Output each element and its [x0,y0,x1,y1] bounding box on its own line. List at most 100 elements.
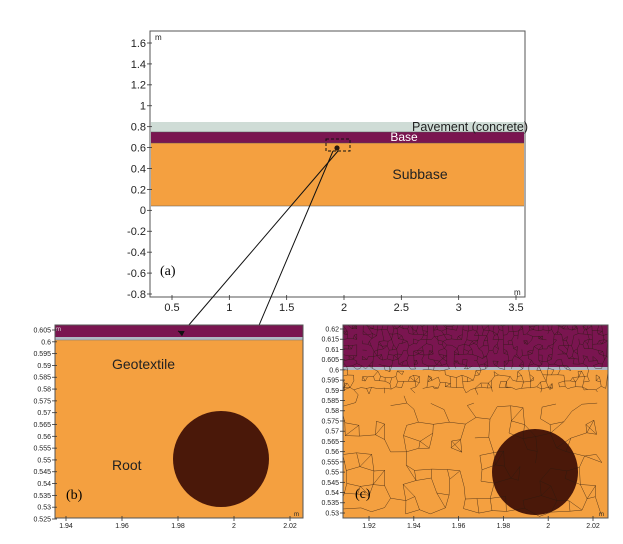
panel-a-y-tick-label: 1.2 [131,80,146,92]
root-label: Root [112,457,142,473]
subbase-label: Subbase [392,166,447,182]
panel-b-y-tick-label: 0.58 [37,387,51,394]
panel-c-x-tick-label: 1.98 [497,523,511,530]
panel-b-x-tick-label: 1.98 [171,523,185,530]
panel-a-y-tick-label: -0.2 [127,226,146,238]
panel-b-y-tick-label: 0.59 [37,363,51,370]
panel-b-y-tick-label: 0.55 [37,457,51,464]
root-b [173,411,269,507]
panel-a-y-tick-label: 1 [140,101,146,113]
panel-b-y-tick-label: 0.545 [33,469,51,476]
mesh-lines [343,325,608,517]
panel-b-x-tick-label: 2 [232,523,236,530]
panel-c-y-tick-label: 0.535 [321,500,339,507]
panel-b-y-axis: 0.605 0.6 0.595 0.59 0.585 0.58 0.575 0.57 0.565… [33,327,57,523]
panel-c-y-tick-label: 0.53 [325,510,339,517]
panel-c-y-tick-label: 0.6 [329,367,339,374]
panel-c: (c) m 0.62 0.615 0.61 0.605 0.6 0.595 0.59 0.58… [321,324,609,530]
panel-c-y-tick-label: 0.605 [321,357,339,364]
panel-c-y-tick-label: 0.62 [325,326,339,333]
subbase-region-b [55,325,303,518]
zoom-arrow-b [245,150,334,357]
panel-b-y-tick-label: 0.525 [33,516,51,523]
panel-a-y-tick-label: -0.6 [127,268,146,280]
geotextile-label: Geotextile [112,356,175,372]
panel-b-x-tick-label: 1.94 [59,523,73,530]
panel-b-x-unit: m [294,512,299,518]
panel-c-y-tick-label: 0.56 [325,449,339,456]
panel-a-y-tick-label: 0.4 [131,163,146,175]
geotextile-layer-c [343,367,608,370]
geotextile-layer-b [55,337,303,340]
panel-c-y-tick-label: 0.57 [325,429,339,436]
panel-b-y-tick-label: 0.535 [33,493,51,500]
panel-a-x-tick-label: 1 [226,302,232,314]
panel-b-y-tick-label: 0.555 [33,446,51,453]
panel-b-y-tick-label: 0.605 [33,327,51,334]
base-layer [151,132,524,143]
panel-a-x-tick-label: 0.5 [164,302,179,314]
panel-b-tag: (b) [66,488,83,503]
panel-b-y-tick-label: 0.6 [41,339,51,346]
panel-c-y-tick-label: 0.58 [325,408,339,415]
panel-a-x-tick-label: 2.5 [394,302,409,314]
panel-a-y-tick-label: 0.8 [131,122,146,134]
panel-b-x-tick-label: 1.96 [115,523,129,530]
panel-b-y-unit: m [56,327,61,333]
panel-b-y-tick-label: 0.56 [37,434,51,441]
panel-c-x-axis: 1.92 1.94 1.96 1.98 2 2.02 [362,516,600,530]
panel-c-y-tick-label: 0.575 [321,418,339,425]
panel-a-y-tick-label: -0.4 [127,247,146,259]
subbase-layer [151,143,524,206]
panel-c-x-tick-label: 2.02 [586,523,600,530]
panel-c-x-tick-label: 2 [546,523,550,530]
panel-a-x-tick-label: 3 [456,302,462,314]
panel-a-y-tick-label: -0.8 [127,289,146,301]
panel-c-x-tick-label: 1.94 [407,523,421,530]
panel-a-y-axis: 1.6 1.4 1.2 1 0.8 0.6 0.4 0.2 0 -0.2 -0.4 -0.6 -0.8 [127,38,152,301]
panel-a-x-tick-label: 3.5 [508,302,523,314]
panel-a-y-tick-label: 1.4 [131,59,146,71]
panel-a-y-tick-label: 0.6 [131,142,146,154]
panel-a-y-unit: m [155,33,162,42]
panel-b: Geotextile Root (b) m m 0.605 0.6 0.595 0.5… [33,324,304,530]
pavement-layer [151,122,524,132]
panel-c-y-tick-label: 0.585 [321,398,339,405]
panel-a-y-tick-label: 0.2 [131,184,146,196]
panel-a-tag: (a) [160,264,176,279]
panel-a-x-axis: 0.5 1 1.5 2 2.5 3 3.5 [164,295,524,314]
panel-c-y-tick-label: 0.565 [321,439,339,446]
panel-b-y-tick-label: 0.595 [33,351,51,358]
panel-a-y-tick-label: 1.6 [131,38,146,50]
panel-c-y-tick-label: 0.595 [321,378,339,385]
panel-b-y-tick-label: 0.53 [37,505,51,512]
panel-b-y-tick-label: 0.585 [33,375,51,382]
panel-c-y-axis: 0.62 0.615 0.61 0.605 0.6 0.595 0.59 0.585 0.58 0… [321,326,345,517]
panel-a-x-tick-label: 2 [341,302,347,314]
base-label: Base [390,130,418,144]
panel-c-x-tick-label: 1.96 [452,523,466,530]
panel-a-y-tick-label: 0 [140,205,146,217]
panel-c-y-tick-label: 0.59 [325,388,339,395]
panel-c-y-tick-label: 0.615 [321,337,339,344]
panel-a-x-unit: m [514,288,521,297]
panel-b-y-tick-label: 0.57 [37,410,51,417]
panel-c-y-tick-label: 0.54 [325,490,339,497]
mesh-edges [343,325,608,517]
panel-c-x-unit: m [599,512,604,518]
panel-c-tag: (c) [355,487,371,502]
panel-c-y-tick-label: 0.61 [325,347,339,354]
panel-b-y-tick-label: 0.575 [33,398,51,405]
panel-a-x-tick-label: 1.5 [279,302,294,314]
zoom-arrow-b2 [181,150,339,334]
root-c [492,429,578,515]
root-marker [334,145,340,151]
panel-a: Pavement (concrete) Base Subbase m m (a)… [127,30,528,314]
panel-c-y-tick-label: 0.55 [325,470,339,477]
panel-c-y-tick-label: 0.545 [321,480,339,487]
panel-b-x-axis: 1.94 1.96 1.98 2 2.02 [59,516,297,530]
panel-c-x-tick-label: 1.92 [362,523,376,530]
pavement-label: Pavement (concrete) [412,120,528,134]
panel-b-x-tick-label: 2.02 [283,523,297,530]
